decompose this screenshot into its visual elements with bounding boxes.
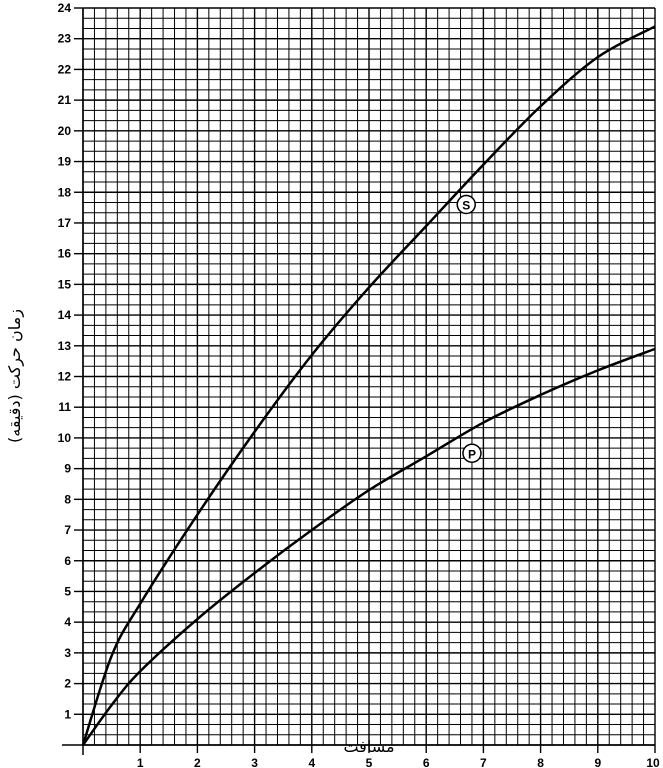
y-tick-label: 8 xyxy=(64,492,71,506)
y-tick-label: 13 xyxy=(58,339,72,353)
y-tick-label: 19 xyxy=(58,155,72,169)
x-tick-label: 8 xyxy=(537,756,544,768)
series-label-p: P xyxy=(468,447,476,461)
y-tick-label: 9 xyxy=(64,462,71,476)
y-tick-label: 2 xyxy=(64,677,71,691)
y-tick-label: 18 xyxy=(58,185,72,199)
y-tick-label: 21 xyxy=(58,93,72,107)
y-tick-label: 17 xyxy=(58,216,72,230)
tick-labels: 1 2 3 4 5 6 7 8 9 1012345678910111213141516171819… xyxy=(58,1,660,768)
x-tick-label: 5 xyxy=(366,756,373,768)
y-tick-label: 24 xyxy=(58,1,72,15)
y-tick-label: 3 xyxy=(64,646,71,660)
y-tick-label: 20 xyxy=(58,124,72,138)
y-axis-label: زمان حرکت (دقیقه) xyxy=(5,309,25,443)
x-tick-label: 9 xyxy=(594,756,601,768)
y-tick-label: 7 xyxy=(64,523,71,537)
x-axis-label: مسافت xyxy=(343,737,394,756)
x-tick-label: 6 xyxy=(423,756,430,768)
y-tick-label: 23 xyxy=(58,32,72,46)
series-line-p xyxy=(81,347,656,746)
x-tick-label: 10 xyxy=(646,756,660,768)
x-tick-label: 2 xyxy=(194,756,201,768)
y-tick-label: 14 xyxy=(58,308,72,322)
axes xyxy=(62,7,656,755)
x-tick-label: 1 xyxy=(137,756,144,768)
series-line-s xyxy=(81,25,656,746)
x-tick-label: 4 xyxy=(308,756,315,768)
y-tick-label: 4 xyxy=(64,615,71,629)
x-tick-label: 7 xyxy=(480,756,487,768)
y-tick-label: 22 xyxy=(58,62,72,76)
y-tick-label: 5 xyxy=(64,584,71,598)
y-tick-label: 12 xyxy=(58,370,72,384)
series-label-circle xyxy=(456,194,476,215)
series-label-s: S xyxy=(462,199,470,213)
x-tick-label: 3 xyxy=(251,756,258,768)
y-tick-label: 16 xyxy=(58,247,72,261)
grid xyxy=(82,7,656,746)
y-tick-label: 1 xyxy=(64,707,71,721)
y-tick-label: 6 xyxy=(64,554,71,568)
y-tick-label: 11 xyxy=(58,400,71,414)
y-tick-label: 15 xyxy=(58,277,72,291)
series: SP xyxy=(81,25,656,746)
series-label-circle xyxy=(462,443,482,464)
y-tick-label: 10 xyxy=(58,431,72,445)
